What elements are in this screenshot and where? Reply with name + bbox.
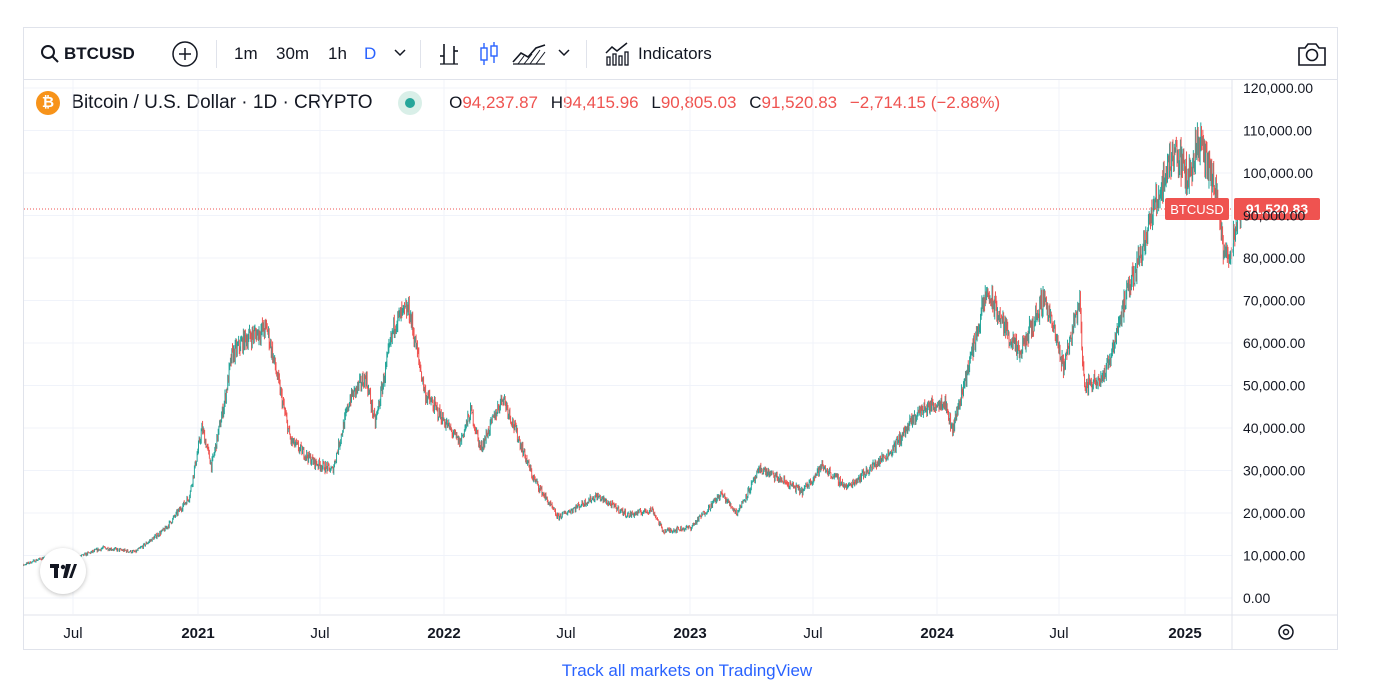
low-key: L	[651, 93, 661, 112]
area-style-icon[interactable]	[512, 42, 546, 66]
price-chart[interactable]: BTCUSD 91,520.83 120,000.00 110,000.00 100,…	[23, 27, 1338, 650]
y-tick-label: 120,000.00	[1243, 80, 1313, 96]
interval-30m-button[interactable]: 30m	[276, 44, 310, 63]
y-tick-label: 100,000.00	[1243, 165, 1313, 181]
settings-gear-icon[interactable]	[1278, 624, 1294, 640]
toolbar-separator	[216, 40, 217, 68]
y-tick-label: 80,000.00	[1243, 250, 1305, 266]
candles-style-icon[interactable]	[478, 41, 500, 67]
camera-icon[interactable]	[1296, 40, 1328, 68]
x-tick-label: 2023	[673, 625, 706, 642]
top-toolbar: BTCUSD 1m 30m 1h D Indicators	[24, 28, 1337, 80]
close-key: C	[749, 93, 762, 112]
x-tick-label: Jul	[803, 625, 822, 642]
y-tick-label: 40,000.00	[1243, 420, 1305, 436]
symbol-tag-label: BTCUSD	[1170, 202, 1223, 217]
bitcoin-icon: ₿	[36, 91, 60, 115]
tradingview-logo[interactable]	[40, 548, 86, 594]
last-price-tag-label: 91,520.83	[1246, 201, 1308, 217]
toolbar-separator	[420, 40, 421, 68]
high-value: 94,415.96	[563, 93, 639, 112]
chevron-down-icon[interactable]	[558, 48, 570, 58]
y-tick-label: 20,000.00	[1243, 505, 1305, 521]
chart-legend: ₿ Bitcoin / U.S. Dollar · 1D · CRYPTO O9…	[36, 90, 1000, 116]
low-value: 90,805.03	[660, 93, 737, 112]
market-status-dot-icon[interactable]	[397, 91, 422, 115]
high-key: H	[550, 93, 563, 112]
toolbar-separator	[586, 40, 587, 68]
bars-style-icon[interactable]	[438, 42, 460, 66]
x-tick-label: Jul	[63, 625, 82, 642]
x-tick-label: Jul	[556, 625, 575, 642]
ohlc-values: O94,237.87 H94,415.96 L90,805.03 C91,520…	[449, 93, 1000, 112]
y-tick-label: 10,000.00	[1243, 548, 1305, 564]
search-icon[interactable]	[40, 44, 60, 64]
symbol-title[interactable]: Bitcoin / U.S. Dollar · 1D · CRYPTO	[71, 92, 373, 113]
compare-symbol-plus-icon[interactable]	[171, 40, 199, 68]
tradingview-footer-link[interactable]: Track all markets on TradingView	[561, 661, 813, 680]
chart-widget: BTCUSD 1m 30m 1h D Indicators	[23, 27, 1338, 650]
x-tick-label: Jul	[310, 625, 329, 642]
interval-d-button[interactable]: D	[364, 44, 377, 63]
x-tick-label: 2025	[1168, 625, 1201, 642]
x-tick-label: Jul	[1049, 625, 1068, 642]
chevron-down-icon[interactable]	[394, 48, 406, 58]
indicators-icon[interactable]	[604, 41, 630, 67]
y-tick-label: 110,000.00	[1243, 123, 1312, 139]
y-tick-label: 50,000.00	[1243, 378, 1305, 394]
symbol-search-button[interactable]: BTCUSD	[64, 44, 135, 63]
x-tick-label: 2021	[181, 625, 214, 642]
x-tick-label: 2022	[427, 625, 460, 642]
y-tick-label: 60,000.00	[1243, 335, 1305, 351]
close-value: 91,520.83	[761, 93, 838, 112]
symbol-price-tag	[1165, 198, 1229, 221]
y-tick-label: 70,000.00	[1243, 293, 1305, 309]
change-value: −2,714.15 (−2.88%)	[849, 93, 1001, 112]
interval-1m-button[interactable]: 1m	[234, 44, 258, 63]
y-tick-label: 30,000.00	[1243, 463, 1305, 479]
indicators-button[interactable]: Indicators	[638, 44, 712, 63]
interval-1h-button[interactable]: 1h	[328, 44, 347, 63]
last-price-tag	[1234, 198, 1320, 221]
open-key: O	[449, 93, 463, 112]
x-tick-label: 2024	[920, 625, 954, 642]
y-tick-label: 90,000.00	[1243, 208, 1305, 224]
open-value: 94,237.87	[462, 93, 538, 112]
y-tick-label: 0.00	[1243, 590, 1270, 606]
